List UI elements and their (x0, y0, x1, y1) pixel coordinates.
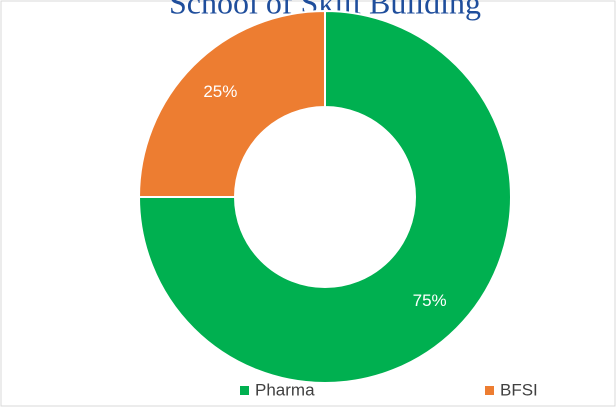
legend-swatch (485, 386, 494, 395)
legend-label: Pharma (255, 380, 315, 399)
legend-swatch (240, 386, 249, 395)
legend-label: BFSI (500, 380, 538, 399)
data-label: 25% (203, 82, 237, 101)
slice (137, 9, 326, 198)
slice (137, 9, 512, 384)
data-label: 75% (413, 291, 447, 310)
